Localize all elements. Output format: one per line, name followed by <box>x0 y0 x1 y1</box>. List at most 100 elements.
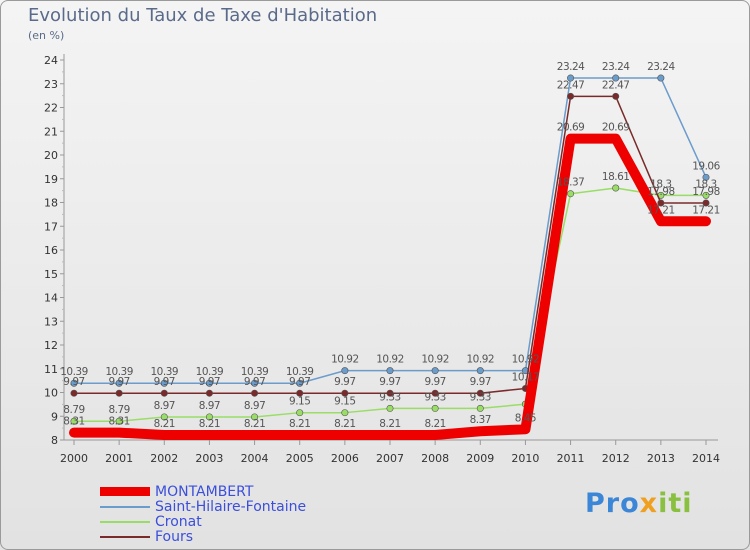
data-label: 23.24 <box>557 61 585 73</box>
data-label: 10.92 <box>376 354 404 366</box>
y-tick-label: 14 <box>44 292 58 305</box>
data-label: 23.24 <box>647 61 675 73</box>
series-point <box>657 199 665 207</box>
x-tick-label: 2012 <box>602 452 630 465</box>
data-label: 18.3 <box>650 178 671 190</box>
series-point <box>476 404 484 412</box>
series-point <box>251 413 259 421</box>
data-label: 10.92 <box>467 354 495 366</box>
series-point <box>431 389 439 397</box>
chart-title: Evolution du Taux de Taxe d'Habitation <box>28 5 378 26</box>
series-point <box>251 389 259 397</box>
series-point <box>160 389 168 397</box>
data-label: 10.39 <box>286 366 314 378</box>
data-label: 23.24 <box>602 61 630 73</box>
legend-item: Fours <box>100 528 306 545</box>
series-point <box>70 379 78 387</box>
series-point <box>341 367 349 375</box>
x-tick-label: 2000 <box>60 452 88 465</box>
data-label: 10.17 <box>512 371 540 383</box>
legend-label: Saint-Hilaire-Fontaine <box>155 498 307 515</box>
data-label: 10.39 <box>196 366 224 378</box>
data-label: 9.97 <box>154 376 175 388</box>
data-label: 9.97 <box>470 376 491 388</box>
data-label: 8.79 <box>63 404 84 416</box>
data-label: 17.21 <box>692 204 720 216</box>
y-tick-label: 9 <box>51 410 58 423</box>
data-label: 20.69 <box>557 122 585 134</box>
data-label: 9.97 <box>424 376 445 388</box>
series-point <box>567 190 575 198</box>
data-label: 8.45 <box>515 412 536 424</box>
series-point <box>296 379 304 387</box>
series-point <box>702 191 710 199</box>
series-point <box>386 404 394 412</box>
series-point <box>612 74 620 82</box>
y-tick-label: 10 <box>44 387 58 400</box>
data-label: 8.97 <box>154 400 175 412</box>
series-point <box>612 184 620 192</box>
data-label: 8.21 <box>154 418 175 430</box>
series-point <box>160 379 168 387</box>
series-lines <box>69 74 711 441</box>
series-point <box>567 92 575 100</box>
x-tick-label: 2013 <box>647 452 675 465</box>
data-label: 9.97 <box>63 376 84 388</box>
data-label: 10.39 <box>151 366 179 378</box>
y-tick-label: 24 <box>44 54 58 67</box>
data-label: 8.31 <box>108 416 129 428</box>
series-point <box>70 417 78 425</box>
legend-label: Fours <box>155 528 194 545</box>
chart-unit: (en %) <box>28 29 65 42</box>
data-label: 9.15 <box>289 396 310 408</box>
x-tick-label: 2008 <box>421 452 449 465</box>
x-tick-label: 2007 <box>376 452 404 465</box>
y-tick-label: 15 <box>44 268 58 281</box>
x-tick-label: 2011 <box>557 452 585 465</box>
y-tick-label: 19 <box>44 173 58 186</box>
data-label: 9.33 <box>470 391 491 403</box>
series-point <box>431 367 439 375</box>
data-label: 18.3 <box>695 178 716 190</box>
x-tick-label: 2009 <box>466 452 494 465</box>
legend-swatch <box>100 487 150 496</box>
data-label: 9.97 <box>379 376 400 388</box>
data-label: 8.97 <box>244 400 265 412</box>
series-point <box>476 389 484 397</box>
proxiti-logo: Proxiti <box>585 488 693 519</box>
series-point <box>341 409 349 417</box>
series-point <box>115 417 123 425</box>
data-label: 9.97 <box>289 376 310 388</box>
data-label: 20.69 <box>602 122 630 134</box>
series-point <box>160 413 168 421</box>
series-point <box>386 367 394 375</box>
data-label: 18.37 <box>557 177 585 189</box>
data-label: 8.21 <box>244 418 265 430</box>
data-label: 8.21 <box>424 418 445 430</box>
series-point <box>386 389 394 397</box>
series-point <box>476 367 484 375</box>
y-tick-label: 23 <box>44 78 58 91</box>
legend-item: Cronat <box>100 513 306 530</box>
x-tick-label: 2001 <box>105 452 133 465</box>
series-point <box>70 389 78 397</box>
x-tick-label: 2014 <box>692 452 720 465</box>
legend-label: Cronat <box>155 513 202 530</box>
data-label: 19.06 <box>692 160 720 172</box>
x-tick-label: 2005 <box>286 452 314 465</box>
legend-label: MONTAMBERT <box>155 483 254 500</box>
series-point <box>296 409 304 417</box>
chart-axes: 8 9 10 11 12 13 14 15 16 17 18 19 20 21 22 23 24 2000 2001… <box>44 54 720 465</box>
data-label: 9.33 <box>424 391 445 403</box>
x-tick-label: 2010 <box>511 452 539 465</box>
x-tick-label: 2003 <box>195 452 223 465</box>
series-point <box>205 389 213 397</box>
y-tick-label: 12 <box>44 339 58 352</box>
legend-item: MONTAMBERT <box>100 483 306 500</box>
data-label: 10.92 <box>421 354 449 366</box>
data-label: 8.21 <box>379 418 400 430</box>
data-label: 10.39 <box>60 366 88 378</box>
data-label: 22.47 <box>557 79 585 91</box>
series-point <box>567 74 575 82</box>
